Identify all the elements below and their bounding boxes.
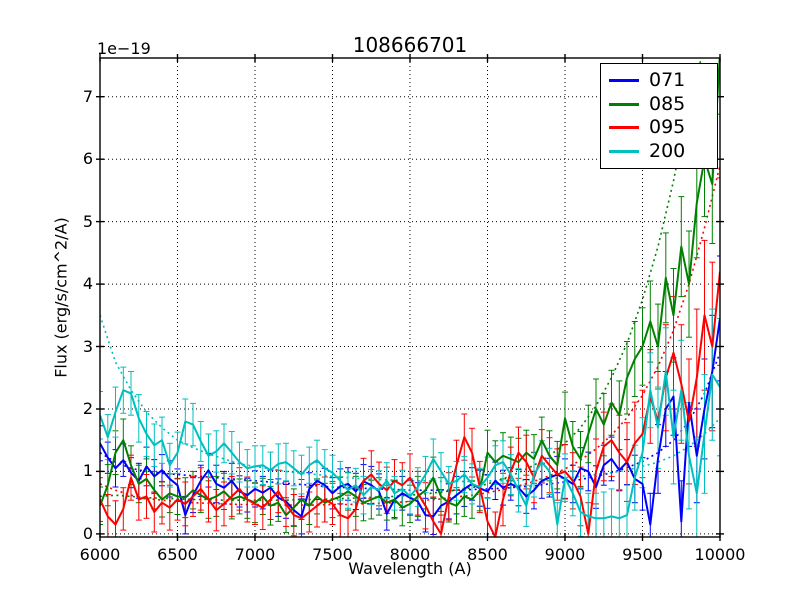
y-tick-label: 5 [82, 211, 93, 231]
errorbars-200 [100, 308, 720, 537]
axes-spines-and-ticks [96, 54, 724, 541]
y-axis-offset-text: 1e−19 [97, 39, 151, 58]
series-line-085 [100, 58, 720, 517]
x-tick-label: 8000 [389, 545, 431, 564]
legend-item-085: 085 [609, 92, 709, 115]
legend-label-095: 095 [649, 116, 686, 139]
legend-item-095: 095 [609, 118, 709, 137]
y-tick-label: 2 [82, 398, 93, 418]
y-tick-label: 6 [82, 149, 93, 169]
legend-line-swatch-095 [609, 126, 639, 130]
x-tick-label: 8500 [467, 545, 508, 564]
y-tick-label: 3 [82, 336, 93, 356]
legend-line-swatch-200 [609, 150, 639, 154]
x-tick-label: 9500 [622, 545, 663, 564]
y-tick-label: 0 [82, 523, 93, 543]
model-line-095-model [100, 165, 720, 506]
y-tick-label: 7 [82, 86, 93, 106]
legend-item-071: 071 [609, 68, 709, 91]
x-tick-label: 6500 [157, 545, 198, 564]
series-line-071 [100, 318, 720, 526]
legend-line-swatch-071 [609, 78, 639, 82]
series-line-095 [100, 271, 720, 537]
legend-label-085: 085 [649, 92, 686, 115]
legend: 071 085 095 200 [600, 63, 718, 169]
x-tick-label: 7000 [234, 545, 276, 564]
y-tick-label: 4 [82, 274, 93, 294]
x-tick-label: 10000 [694, 545, 746, 564]
x-tick-label: 7500 [312, 545, 353, 564]
legend-item-200: 200 [609, 142, 709, 161]
legend-line-swatch-085 [609, 102, 639, 106]
series-line-200 [100, 370, 720, 526]
chart-title: 108666701 [352, 33, 468, 57]
x-tick-label: 9000 [544, 545, 586, 564]
legend-label-200: 200 [649, 140, 686, 163]
x-tick-label: 6000 [79, 545, 121, 564]
model-line-200-model [100, 315, 720, 483]
legend-label-071: 071 [649, 68, 686, 91]
x-axis-label: Wavelength (A) [348, 559, 472, 578]
y-tick-label: 1 [82, 461, 93, 481]
